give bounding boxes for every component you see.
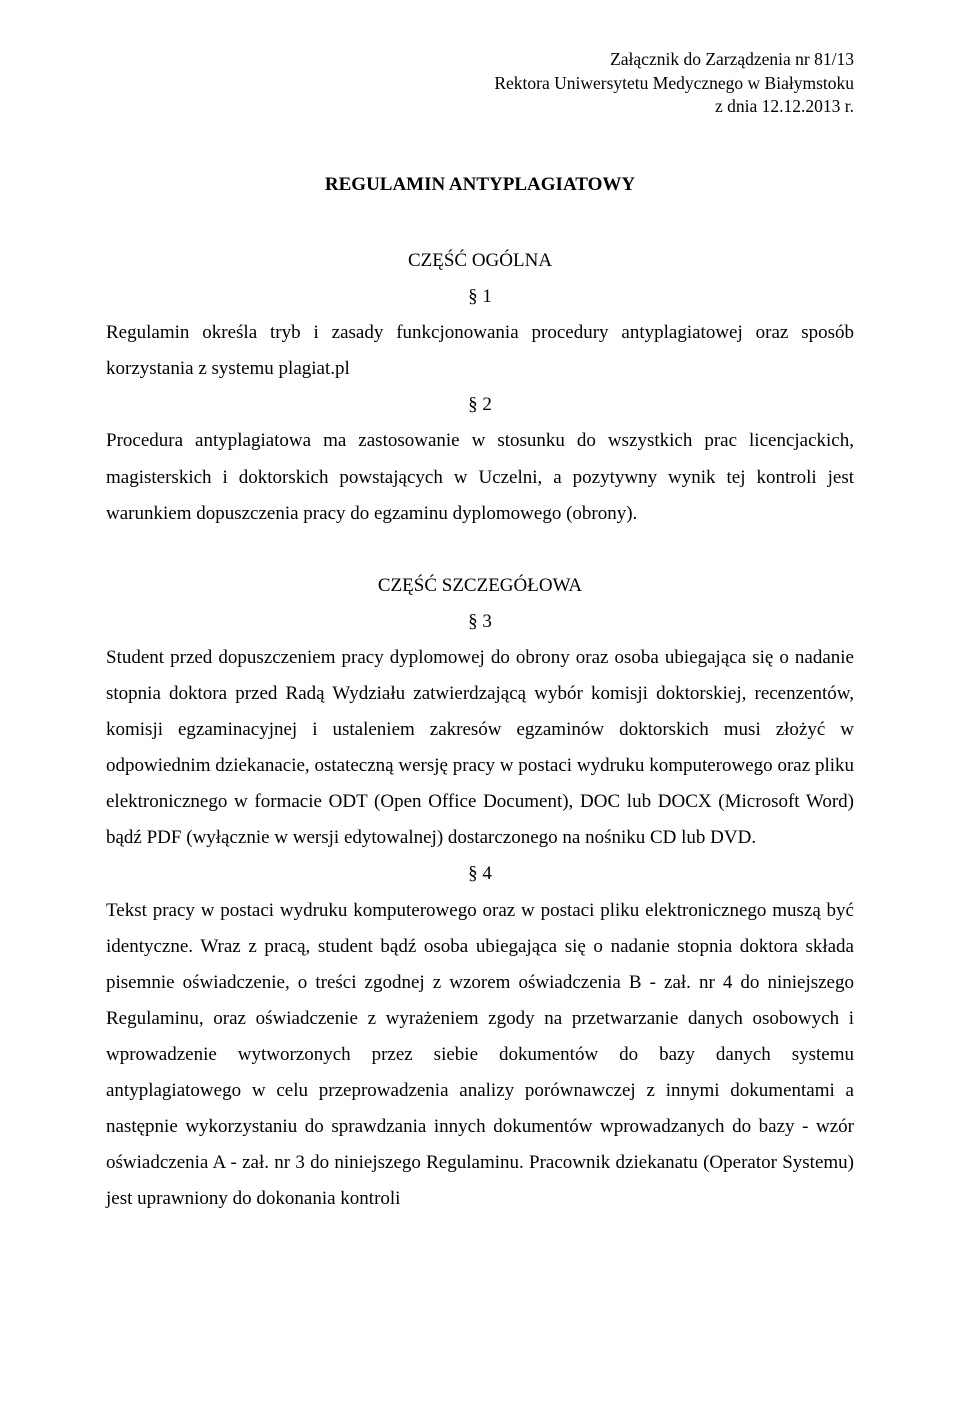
paragraph-3-text: Student przed dopuszczeniem pracy dyplom…: [106, 640, 854, 857]
paragraph-2-text: Procedura antyplagiatowa ma zastosowanie…: [106, 423, 854, 531]
paragraph-4-marker: § 4: [106, 856, 854, 892]
paragraph-4-text: Tekst pracy w postaci wydruku komputerow…: [106, 893, 854, 1218]
document-title: REGULAMIN ANTYPLAGIATOWY: [106, 167, 854, 203]
paragraph-2-marker: § 2: [106, 387, 854, 423]
section-detailed-heading: CZĘŚĆ SZCZEGÓŁOWA: [106, 568, 854, 604]
attachment-header: Załącznik do Zarządzenia nr 81/13 Rektor…: [106, 48, 854, 119]
paragraph-1-marker: § 1: [106, 279, 854, 315]
paragraph-1-text: Regulamin określa tryb i zasady funkcjon…: [106, 315, 854, 387]
header-line-1: Załącznik do Zarządzenia nr 81/13: [106, 48, 854, 72]
paragraph-3-marker: § 3: [106, 604, 854, 640]
header-line-2: Rektora Uniwersytetu Medycznego w Białym…: [106, 72, 854, 96]
header-line-3: z dnia 12.12.2013 r.: [106, 95, 854, 119]
section-general-heading: CZĘŚĆ OGÓLNA: [106, 243, 854, 279]
